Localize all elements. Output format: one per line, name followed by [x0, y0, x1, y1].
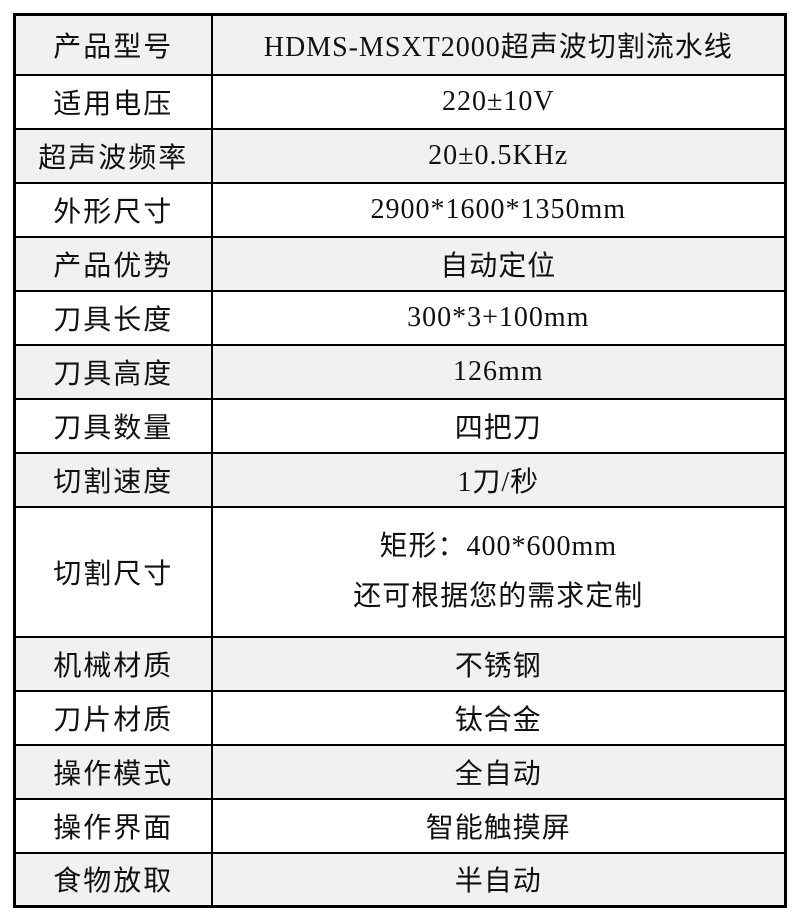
- spec-value-line: 矩形：400*600mm: [379, 530, 618, 562]
- table-row: 切割速度 1刀/秒: [13, 451, 787, 508]
- spec-value: 半自动: [210, 851, 787, 908]
- spec-label: 外形尺寸: [13, 181, 213, 238]
- spec-label: 产品优势: [13, 235, 213, 292]
- spec-label: 操作界面: [13, 797, 213, 854]
- spec-value: 220±10V: [210, 73, 787, 130]
- table-row: 刀片材质 钛合金: [13, 689, 787, 746]
- table-row: 产品优势 自动定位: [13, 235, 787, 292]
- table-row: 机械材质 不锈钢: [13, 635, 787, 692]
- spec-value: 四把刀: [210, 397, 787, 454]
- spec-value: 钛合金: [210, 689, 787, 746]
- table-row: 外形尺寸 2900*1600*1350mm: [13, 181, 787, 238]
- spec-value: 1刀/秒: [210, 451, 787, 508]
- spec-table-container: 产品型号 HDMS-MSXT2000超声波切割流水线 适用电压 220±10V …: [13, 13, 787, 908]
- spec-value: 不锈钢: [210, 635, 787, 692]
- spec-value: 300*3+100mm: [210, 289, 787, 346]
- spec-label: 食物放取: [13, 851, 213, 908]
- spec-label: 机械材质: [13, 635, 213, 692]
- table-row: 食物放取 半自动: [13, 851, 787, 908]
- spec-label: 刀具数量: [13, 397, 213, 454]
- spec-value: HDMS-MSXT2000超声波切割流水线: [210, 13, 787, 76]
- spec-value-line: 还可根据您的需求定制: [353, 580, 644, 612]
- table-row: 超声波频率 20±0.5KHz: [13, 127, 787, 184]
- spec-label: 切割尺寸: [13, 505, 213, 638]
- table-row: 适用电压 220±10V: [13, 73, 787, 130]
- table-row: 切割尺寸 矩形：400*600mm 还可根据您的需求定制: [13, 505, 787, 638]
- table-row: 刀具长度 300*3+100mm: [13, 289, 787, 346]
- spec-table-body: 产品型号 HDMS-MSXT2000超声波切割流水线 适用电压 220±10V …: [13, 13, 787, 908]
- spec-value: 自动定位: [210, 235, 787, 292]
- spec-value: 全自动: [210, 743, 787, 800]
- spec-value: 2900*1600*1350mm: [210, 181, 787, 238]
- spec-label: 操作模式: [13, 743, 213, 800]
- spec-label: 刀具长度: [13, 289, 213, 346]
- table-row: 操作界面 智能触摸屏: [13, 797, 787, 854]
- spec-value: 智能触摸屏: [210, 797, 787, 854]
- spec-value: 126mm: [210, 343, 787, 400]
- spec-label: 刀片材质: [13, 689, 213, 746]
- spec-label: 产品型号: [13, 13, 213, 76]
- table-row: 刀具数量 四把刀: [13, 397, 787, 454]
- spec-value: 20±0.5KHz: [210, 127, 787, 184]
- table-row: 操作模式 全自动: [13, 743, 787, 800]
- spec-label: 刀具高度: [13, 343, 213, 400]
- spec-table: 产品型号 HDMS-MSXT2000超声波切割流水线 适用电压 220±10V …: [13, 13, 787, 908]
- spec-value: 矩形：400*600mm 还可根据您的需求定制: [210, 505, 787, 638]
- spec-label: 适用电压: [13, 73, 213, 130]
- table-row: 产品型号 HDMS-MSXT2000超声波切割流水线: [13, 13, 787, 76]
- spec-label: 切割速度: [13, 451, 213, 508]
- table-row: 刀具高度 126mm: [13, 343, 787, 400]
- spec-label: 超声波频率: [13, 127, 213, 184]
